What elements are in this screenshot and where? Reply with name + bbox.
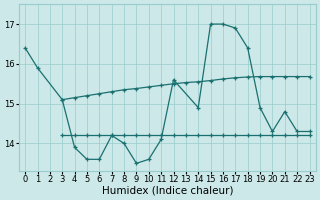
- X-axis label: Humidex (Indice chaleur): Humidex (Indice chaleur): [101, 186, 233, 196]
